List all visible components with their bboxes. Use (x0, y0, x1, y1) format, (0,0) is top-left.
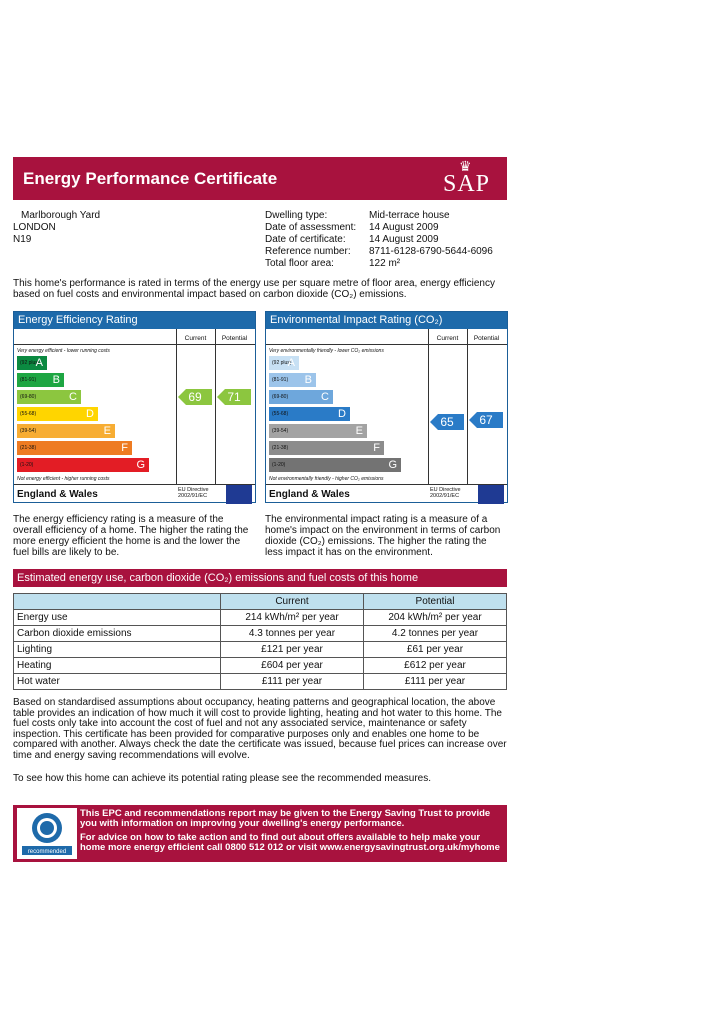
detail-row: Dwelling type: Mid-terrace house (265, 210, 450, 221)
rating-band-b: (81-91) B (17, 373, 64, 387)
address-line: Marlborough Yard (21, 210, 101, 221)
environmental-impact-panel: Environmental Impact Rating (CO₂) Current… (265, 311, 508, 504)
eu-directive-label: EU Directive 2002/91/EC (178, 487, 209, 499)
detail-row: Total floor area: 122 m² (265, 258, 401, 269)
rating-band-a: (92 plus) A (17, 356, 47, 370)
table-row: Hot water £111 per year £111 per year (13, 673, 507, 690)
current-rating-arrow: 69 (178, 389, 212, 405)
energy-saving-recommended-logo: recommended (17, 808, 77, 859)
panel-title: Energy Efficiency Rating (14, 312, 255, 329)
region-label: England & Wales (269, 489, 350, 500)
rating-band-b: (81-91) B (269, 373, 316, 387)
header-banner: Energy Performance Certificate ♛ SAP (13, 157, 507, 200)
eu-flag-icon (478, 485, 504, 504)
rating-band-c: (69-80) C (17, 390, 81, 404)
address-line: LONDON (13, 222, 56, 233)
table-row: Lighting £121 per year £61 per year (13, 641, 507, 658)
estimate-heading: Estimated energy use, carbon dioxide (CO… (13, 569, 507, 587)
detail-row: Date of assessment: 14 August 2009 (265, 222, 439, 233)
potential-column-header: Potential (473, 335, 500, 342)
rating-band-d: (55-68) D (17, 407, 98, 421)
potential-rating-arrow: 67 (469, 412, 503, 428)
energy-saving-trust-banner: recommended This EPC and recommendations… (13, 805, 507, 862)
trust-text: This EPC and recommendations report may … (80, 808, 500, 853)
efficiency-description: The energy efficiency rating is a measur… (13, 514, 249, 558)
crown-icon: ♛ (459, 160, 472, 175)
detail-row: Reference number: 8711-6128-6790-5644-609… (265, 246, 493, 257)
rating-band-g: (1-20) G (269, 458, 401, 472)
intro-text: This home's performance is rated in term… (13, 278, 495, 300)
region-label: England & Wales (17, 489, 98, 500)
table-row: Carbon dioxide emissions 4.3 tonnes per y… (13, 625, 507, 642)
top-note: Very environmentally friendly - lower CO… (269, 348, 384, 354)
table-row: Energy use 214 kWh/m² per year 204 kWh/m² … (13, 609, 507, 626)
bottom-note: Not environmentally friendly - higher CO… (269, 476, 384, 482)
rating-band-e: (39-54) E (17, 424, 115, 438)
table-row: Heating £604 per year £612 per year (13, 657, 507, 674)
potential-rating-arrow: 71 (217, 389, 251, 405)
recommendation-link-text: To see how this home can achieve its pot… (13, 773, 432, 784)
panel-title: Environmental Impact Rating (CO₂) (266, 312, 507, 329)
svg-text:recommended: recommended (28, 849, 66, 855)
potential-column-header: Potential (221, 335, 248, 342)
top-note: Very energy efficient - lower running co… (17, 348, 110, 354)
eu-directive-label: EU Directive 2002/91/EC (430, 487, 461, 499)
address-line: N19 (13, 234, 32, 245)
rating-band-a: (92 plus) A (269, 356, 299, 370)
current-column-header: Current (436, 335, 459, 342)
current-rating-arrow: 65 (430, 414, 464, 430)
sap-logo: ♛ SAP (443, 160, 491, 197)
rating-band-e: (39-54) E (269, 424, 367, 438)
environmental-description: The environmental impact rating is a mea… (265, 514, 501, 558)
address: Marlborough Yard LONDON N19 (13, 210, 100, 246)
current-column-header: Current (184, 335, 207, 342)
rating-band-g: (1-20) G (17, 458, 149, 472)
page-title: Energy Performance Certificate (23, 169, 278, 188)
dwelling-details: Dwelling type: Mid-terrace house Date of … (265, 210, 493, 270)
energy-cost-table: Current Potential Energy use 214 kWh/m² p… (13, 593, 507, 690)
rating-band-f: (21-38) F (17, 441, 132, 455)
rating-band-d: (55-68) D (269, 407, 350, 421)
eu-flag-icon (226, 485, 252, 504)
energy-efficiency-panel: Energy Efficiency Rating Current Potential… (13, 311, 256, 504)
bottom-note: Not energy efficient - higher running co… (17, 476, 110, 482)
rating-band-f: (21-38) F (269, 441, 384, 455)
rating-band-c: (69-80) C (269, 390, 333, 404)
detail-row: Date of certificate: 14 August 2009 (265, 234, 439, 245)
notes-text: Based on standardised assumptions about … (13, 697, 507, 761)
table-header-row: Current Potential (13, 593, 507, 610)
